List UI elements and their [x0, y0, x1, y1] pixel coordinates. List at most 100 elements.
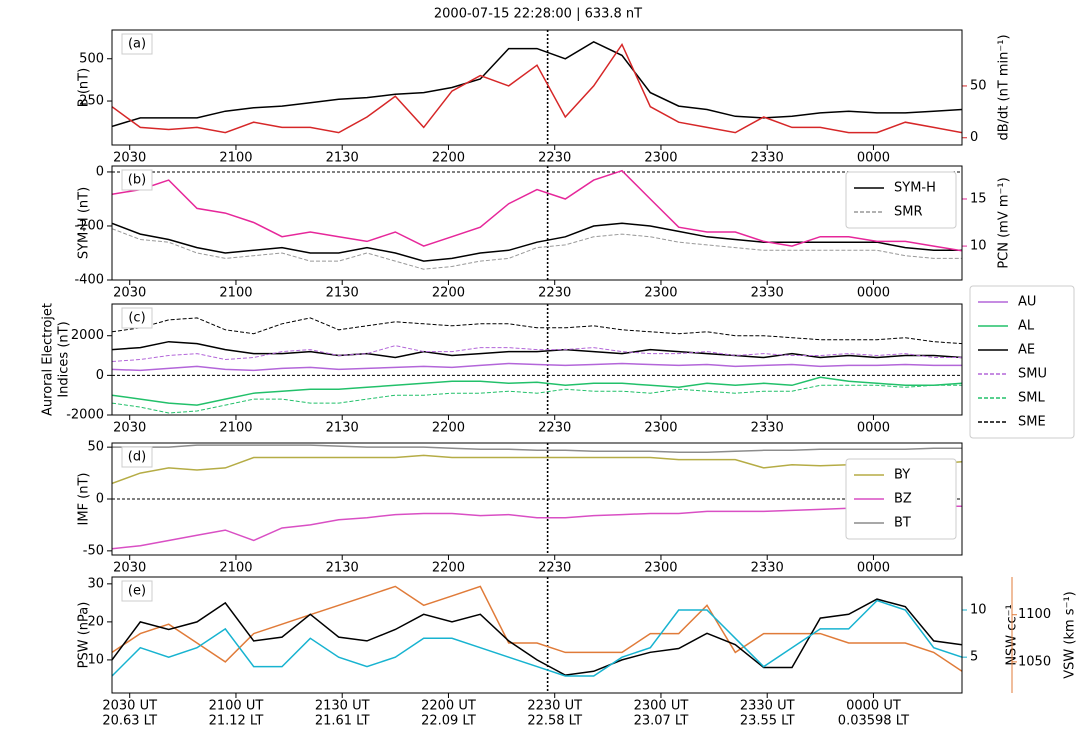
y2-tick-label: 15: [970, 191, 987, 206]
y-tick-label: -200: [74, 218, 104, 233]
y-tick-label: 0: [96, 368, 104, 383]
y2-tick-label: 10: [970, 603, 987, 618]
y-tick-label: -2000: [66, 408, 104, 423]
x-tick-label: 2300: [644, 286, 677, 301]
data-line: [112, 362, 962, 372]
x-tick-label: 2030: [113, 286, 146, 301]
x-tick-label: 0000: [857, 151, 890, 166]
data-line: [112, 454, 962, 485]
legend-label: SMR: [894, 205, 923, 220]
x-tick-sublabel: 21.61 LT: [315, 714, 370, 729]
panel-label: (b): [128, 173, 146, 188]
x-tick-label: 2330: [751, 421, 784, 436]
data-line: [112, 340, 962, 359]
x-tick-label: 2300: [644, 561, 677, 576]
y-axis-label: B (nT): [77, 68, 92, 107]
x-tick-label: 2300 UT: [634, 699, 689, 714]
panel-label-box: [121, 169, 153, 191]
x-tick-label: 2330: [751, 151, 784, 166]
y-tick-label: 0: [96, 164, 104, 179]
y2-axis-label: dB/dt (nT min⁻¹): [997, 34, 1012, 140]
plot-frame: [111, 29, 963, 146]
legend-label: SMU: [1018, 367, 1047, 382]
x-tick-label: 2230: [538, 286, 571, 301]
y2-tick-label: 5: [970, 650, 978, 665]
x-tick-label: 0000: [857, 561, 890, 576]
y-tick-label: -50: [83, 543, 104, 558]
x-tick-label: 2100: [219, 561, 252, 576]
x-tick-sublabel: 23.07 LT: [634, 714, 689, 729]
panel-label: (e): [128, 584, 146, 599]
x-tick-label: 2100: [219, 286, 252, 301]
y-axis-label: Indices (nT): [57, 321, 72, 397]
data-line: [112, 222, 962, 262]
x-tick-label: 2130: [326, 561, 359, 576]
x-tick-label: 2230: [538, 561, 571, 576]
x-tick-label: 2130 UT: [315, 699, 370, 714]
data-line: [112, 345, 962, 362]
plot-frame: [111, 442, 963, 556]
x-tick-label: 2330 UT: [740, 699, 795, 714]
y2-tick-label: 0: [970, 130, 978, 145]
plot-frame: [111, 303, 963, 416]
y-tick-label: 20: [87, 614, 104, 629]
y2-tick-label: 50: [970, 78, 987, 93]
x-tick-label: 0000: [857, 421, 890, 436]
x-tick-label: 2300: [644, 421, 677, 436]
y2-axis-label: PCN (mV m⁻¹): [997, 177, 1012, 268]
y3-tick-label: 1050: [1018, 654, 1051, 669]
panel-label-box: [121, 33, 153, 55]
panel-label: (a): [128, 37, 146, 52]
x-tick-label: 0000 UT: [846, 699, 901, 714]
y3-axis-label: VSW (km s⁻¹): [1063, 591, 1078, 678]
x-tick-sublabel: 0.03598 LT: [838, 714, 909, 729]
x-tick-label: 2030: [113, 421, 146, 436]
y2-tick-label: 10: [970, 239, 987, 254]
legend-box: [845, 458, 957, 540]
y-axis-label: PSW (nPa): [77, 602, 92, 669]
panel-label-box: [121, 307, 153, 329]
x-tick-label: 2300: [644, 151, 677, 166]
panel-label: (c): [128, 311, 145, 326]
y-tick-label: -400: [74, 273, 104, 288]
x-tick-label: 2030 UT: [102, 699, 157, 714]
plot-frame: [111, 576, 963, 694]
data-line: [112, 599, 962, 677]
data-line: [112, 505, 962, 550]
x-tick-sublabel: 20.63 LT: [102, 714, 157, 729]
y3-tick-label: 1100: [1018, 607, 1051, 622]
y-axis-label: SYM-H (nT): [77, 187, 92, 259]
x-tick-label: 2130: [326, 151, 359, 166]
x-tick-label: 2230: [538, 151, 571, 166]
data-line: [112, 444, 962, 454]
legend-label: BT: [894, 516, 911, 531]
legend-label: AU: [1018, 295, 1036, 310]
x-tick-label: 2100: [219, 421, 252, 436]
data-line: [112, 598, 962, 676]
legend-box: [845, 171, 957, 229]
x-tick-label: 2230 UT: [527, 699, 582, 714]
x-tick-label: 2200: [432, 151, 465, 166]
x-tick-label: 2030: [113, 151, 146, 166]
panel-label: (d): [128, 450, 146, 465]
x-tick-label: 2200: [432, 421, 465, 436]
x-tick-label: 2200: [432, 286, 465, 301]
data-line: [112, 169, 962, 252]
panel-label-box: [121, 580, 153, 602]
data-line: [112, 42, 962, 134]
plot-frame: [111, 165, 963, 281]
data-line: [112, 317, 962, 345]
legend-label: AE: [1018, 343, 1035, 358]
x-tick-label: 2100: [219, 151, 252, 166]
x-tick-label: 2230: [538, 421, 571, 436]
x-tick-label: 2330: [751, 561, 784, 576]
y-tick-label: 30: [87, 576, 104, 591]
x-tick-label: 2200 UT: [421, 699, 476, 714]
x-tick-sublabel: 22.09 LT: [421, 714, 476, 729]
x-tick-sublabel: 21.12 LT: [209, 714, 264, 729]
data-line: [112, 384, 962, 414]
data-line: [112, 228, 962, 270]
x-tick-label: 2100 UT: [209, 699, 264, 714]
panel-label-box: [121, 446, 153, 468]
